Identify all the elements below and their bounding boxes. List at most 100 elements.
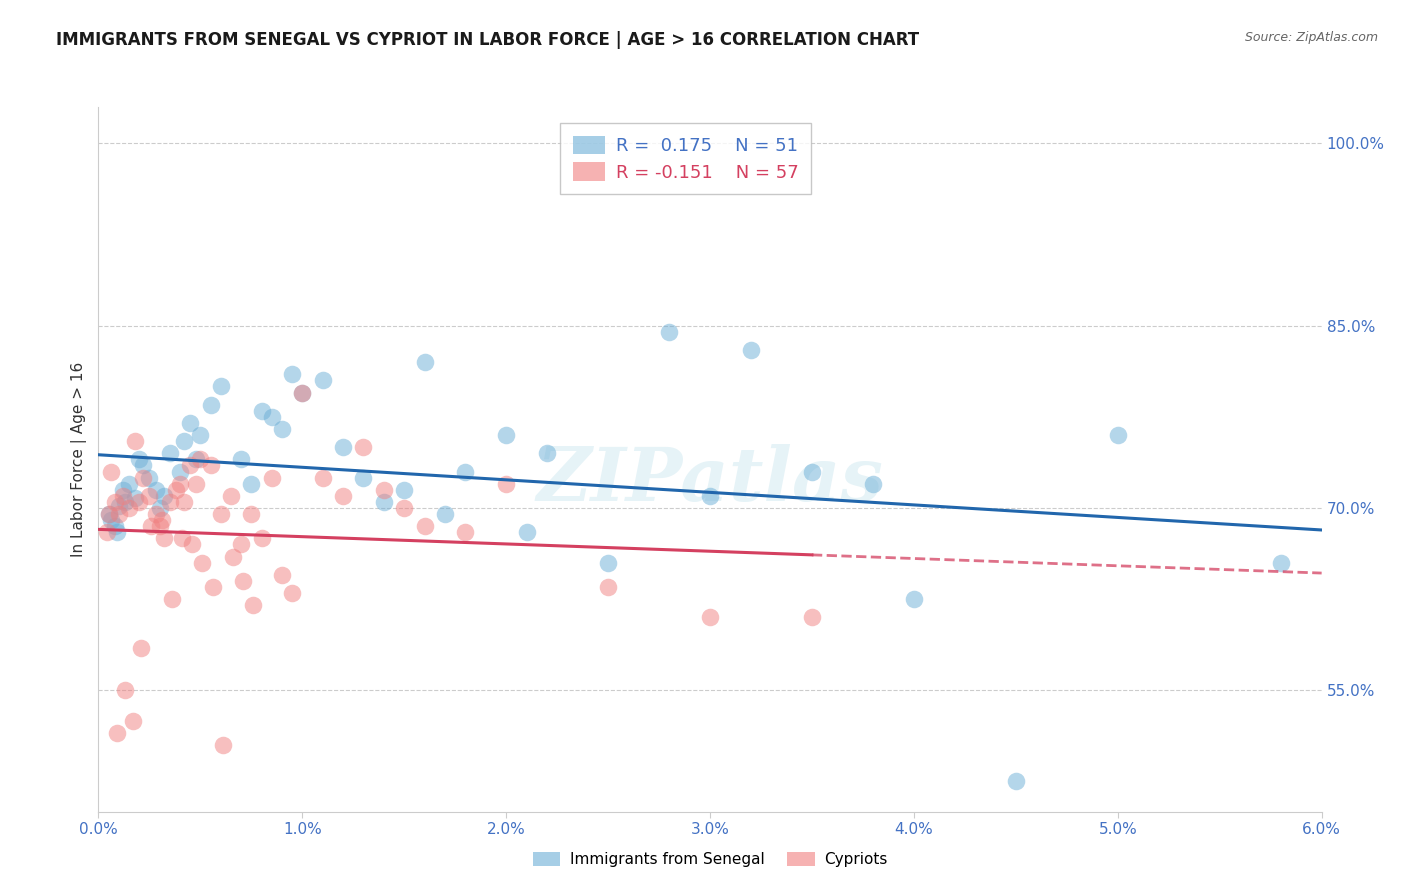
Point	[270, 567, 292, 582]
Point	[186, 476, 208, 491]
Point	[413, 355, 436, 369]
Point	[740, 343, 762, 357]
Point	[454, 525, 477, 540]
Point	[114, 683, 136, 698]
Point	[132, 458, 155, 473]
Text: IMMIGRANTS FROM SENEGAL VS CYPRIOT IN LABOR FORCE | AGE > 16 CORRELATION CHART: IMMIGRANTS FROM SENEGAL VS CYPRIOT IN LA…	[56, 31, 920, 49]
Point	[128, 495, 150, 509]
Point	[903, 592, 925, 607]
Point	[124, 491, 146, 506]
Point	[114, 495, 136, 509]
Point	[150, 513, 173, 527]
Point	[145, 483, 167, 497]
Point	[1270, 556, 1292, 570]
Y-axis label: In Labor Force | Age > 16: In Labor Force | Age > 16	[72, 362, 87, 557]
Point	[97, 507, 120, 521]
Point	[413, 519, 436, 533]
Point	[188, 452, 212, 467]
Point	[332, 489, 354, 503]
Point	[181, 537, 204, 551]
Text: ZIPatlas: ZIPatlas	[537, 444, 883, 516]
Point	[122, 714, 145, 728]
Point	[699, 489, 721, 503]
Point	[598, 556, 620, 570]
Point	[100, 465, 122, 479]
Point	[179, 458, 201, 473]
Point	[240, 476, 263, 491]
Point	[169, 465, 191, 479]
Point	[179, 416, 201, 430]
Point	[291, 385, 314, 400]
Point	[100, 513, 122, 527]
Point	[200, 398, 222, 412]
Point	[373, 483, 395, 497]
Point	[332, 440, 354, 454]
Point	[232, 574, 254, 588]
Point	[118, 476, 141, 491]
Point	[373, 495, 395, 509]
Point	[260, 470, 283, 484]
Point	[270, 422, 292, 436]
Point	[211, 738, 233, 752]
Point	[352, 440, 374, 454]
Point	[231, 452, 253, 467]
Point	[311, 470, 335, 484]
Point	[165, 483, 187, 497]
Point	[138, 489, 160, 503]
Point	[1107, 428, 1129, 442]
Point	[291, 385, 314, 400]
Point	[159, 446, 181, 460]
Point	[536, 446, 558, 460]
Point	[242, 598, 264, 612]
Point	[118, 500, 141, 515]
Point	[111, 489, 134, 503]
Point	[801, 610, 824, 624]
Point	[160, 592, 183, 607]
Point	[145, 507, 167, 521]
Point	[311, 373, 335, 387]
Point	[105, 525, 128, 540]
Point	[173, 434, 195, 449]
Point	[454, 465, 477, 479]
Point	[222, 549, 245, 564]
Point	[188, 428, 212, 442]
Point	[231, 537, 253, 551]
Point	[191, 556, 214, 570]
Point	[129, 640, 152, 655]
Point	[159, 495, 181, 509]
Point	[173, 495, 195, 509]
Point	[801, 465, 824, 479]
Point	[281, 368, 304, 382]
Point	[209, 379, 232, 393]
Point	[598, 580, 620, 594]
Point	[392, 483, 416, 497]
Point	[201, 580, 224, 594]
Point	[149, 519, 172, 533]
Point	[516, 525, 538, 540]
Point	[141, 519, 163, 533]
Point	[149, 500, 172, 515]
Point	[97, 507, 120, 521]
Point	[240, 507, 263, 521]
Point	[152, 489, 174, 503]
Point	[862, 476, 884, 491]
Point	[108, 507, 131, 521]
Point	[250, 532, 273, 546]
Point	[250, 404, 273, 418]
Point	[281, 586, 304, 600]
Point	[1004, 774, 1026, 789]
Point	[392, 500, 416, 515]
Point	[132, 470, 155, 484]
Point	[169, 476, 191, 491]
Point	[186, 452, 208, 467]
Point	[658, 325, 681, 339]
Text: Source: ZipAtlas.com: Source: ZipAtlas.com	[1244, 31, 1378, 45]
Point	[352, 470, 374, 484]
Legend: Immigrants from Senegal, Cypriots: Immigrants from Senegal, Cypriots	[526, 844, 894, 874]
Point	[209, 507, 232, 521]
Point	[124, 434, 146, 449]
Point	[111, 483, 134, 497]
Point	[219, 489, 242, 503]
Point	[138, 470, 160, 484]
Point	[200, 458, 222, 473]
